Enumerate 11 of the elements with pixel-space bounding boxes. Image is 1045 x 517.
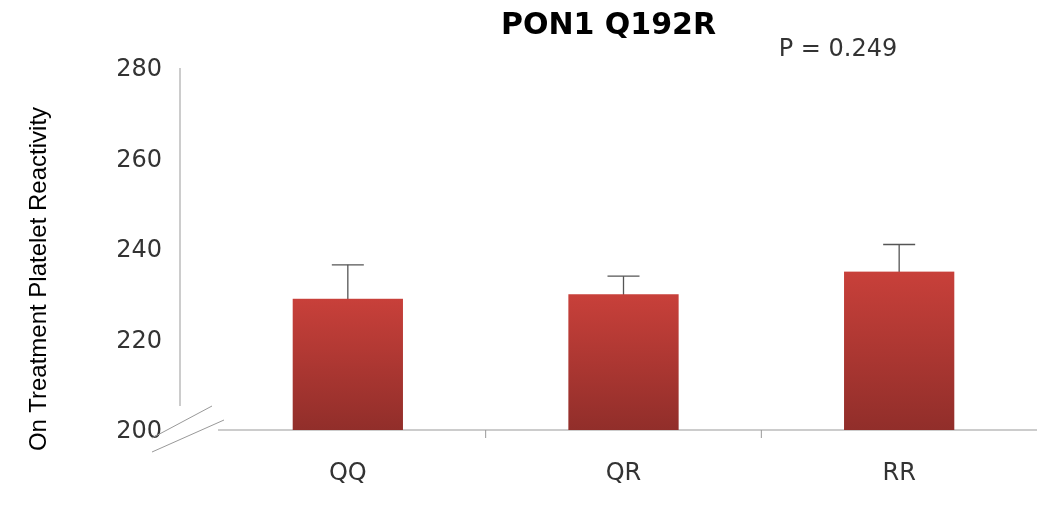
y-tick-label: 240: [116, 235, 162, 264]
y-axis-title: On Treatment Platelet Reactivity: [24, 106, 51, 452]
y-tick-label: 280: [116, 54, 162, 83]
y-tick-label: 260: [116, 144, 162, 173]
y-tick-label: 200: [116, 416, 162, 445]
x-tick-label: QQ: [328, 458, 367, 486]
x-tick-label: RR: [882, 458, 916, 486]
chart-title: PON1 Q192R: [500, 6, 717, 41]
text: P = 0.249: [778, 34, 898, 62]
x-tick-label: QR: [605, 458, 642, 486]
y-tick-label: 220: [116, 325, 162, 354]
